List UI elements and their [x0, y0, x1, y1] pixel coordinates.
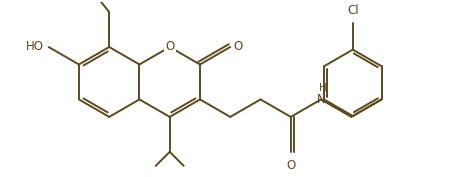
Text: N: N [317, 93, 325, 106]
Text: Cl: Cl [347, 4, 359, 17]
Text: HO: HO [25, 41, 43, 53]
Text: O: O [165, 41, 174, 53]
Text: H: H [319, 83, 327, 93]
Text: O: O [233, 41, 243, 53]
Text: O: O [286, 159, 296, 172]
